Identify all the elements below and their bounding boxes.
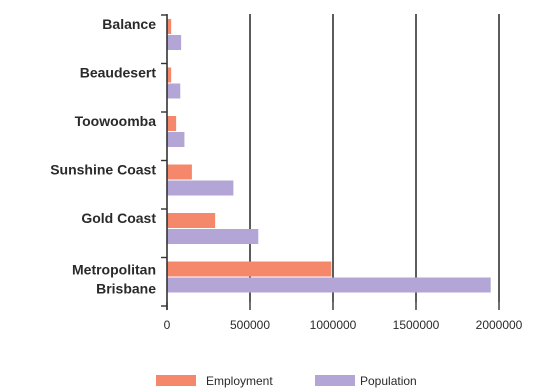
x-tick-label: 1500000: [393, 318, 440, 332]
legend-label-population: Population: [360, 374, 417, 388]
x-tick-label: 2000000: [476, 318, 523, 332]
x-tick-label: 1000000: [310, 318, 357, 332]
legend-swatch-employment: [156, 375, 196, 386]
bar-employment-balance: [167, 19, 172, 34]
legend: Employment Population: [156, 374, 417, 388]
bar-employment-beaudesert: [167, 67, 172, 83]
bar-population-sunshine-coast: [167, 180, 234, 196]
x-tick-label: 500000: [230, 318, 270, 332]
category-labels: Balance Beaudesert Toowoomba Sunshine Coast…: [50, 16, 156, 297]
category-label-toowoomba: Toowoomba: [75, 113, 157, 129]
bar-employment-sunshine-coast: [167, 164, 192, 180]
bar-employment-toowoomba: [167, 116, 177, 131]
gridlines: [249, 14, 500, 302]
tick-labels: 0 500000 1000000 1500000 2000000: [164, 318, 523, 332]
bar-population-metropolitan-brisbane: [167, 277, 491, 293]
category-label-metropolitan-brisbane: Metropolitan Brisbane: [72, 262, 156, 297]
bar-population-toowoomba: [167, 132, 185, 147]
legend-label-employment: Employment: [206, 374, 273, 388]
category-label-beaudesert: Beaudesert: [80, 65, 157, 81]
category-label-sunshine-coast: Sunshine Coast: [50, 162, 156, 178]
category-label-gold-coast: Gold Coast: [81, 210, 156, 226]
legend-swatch-population: [315, 375, 355, 386]
bar-employment-gold-coast: [167, 213, 216, 228]
bar-population-balance: [167, 35, 182, 50]
bar-population-gold-coast: [167, 229, 259, 244]
x-tick-label: 0: [164, 318, 171, 332]
bar-employment-metropolitan-brisbane: [167, 261, 332, 277]
bar-population-beaudesert: [167, 83, 181, 99]
axes: [161, 14, 500, 310]
category-label-balance: Balance: [102, 16, 156, 32]
bars: [167, 19, 491, 293]
